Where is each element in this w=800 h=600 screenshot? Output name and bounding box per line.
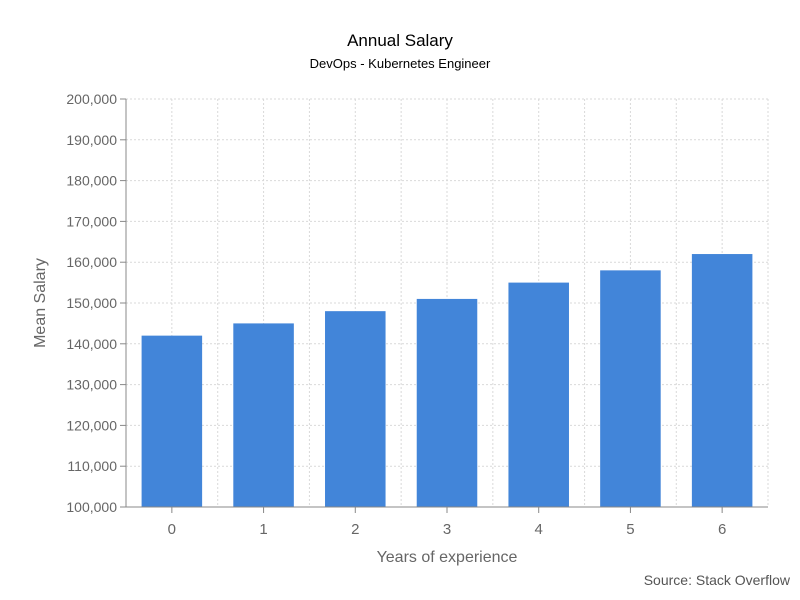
- y-tick-label: 200,000: [66, 91, 117, 107]
- y-tick-label: 130,000: [66, 377, 117, 393]
- bar-5: [600, 270, 661, 507]
- bars: [141, 254, 753, 507]
- bar-6: [691, 254, 753, 507]
- y-tick-label: 150,000: [66, 295, 117, 311]
- y-tick-label: 160,000: [66, 254, 117, 270]
- bar-0: [141, 335, 203, 507]
- source-note: Source: Stack Overflow: [644, 572, 791, 588]
- x-axis-ticks: 0 1 2 3 4 5 6: [168, 507, 726, 538]
- y-tick-label: 140,000: [66, 336, 117, 352]
- x-tick-label: 1: [259, 521, 267, 538]
- x-tick-label: 2: [351, 521, 359, 538]
- chart-subtitle: DevOps - Kubernetes Engineer: [310, 56, 491, 71]
- x-tick-label: 3: [443, 521, 451, 538]
- x-axis-label: Years of experience: [377, 549, 518, 566]
- x-tick-label: 4: [535, 521, 543, 538]
- y-tick-label: 190,000: [66, 132, 117, 148]
- y-tick-label: 110,000: [67, 458, 117, 474]
- chart-title: Annual Salary: [347, 31, 453, 50]
- x-tick-label: 0: [168, 521, 176, 538]
- y-tick-label: 170,000: [66, 213, 117, 229]
- bar-2: [325, 311, 386, 507]
- y-tick-label: 120,000: [66, 417, 117, 433]
- x-tick-label: 5: [626, 521, 634, 538]
- y-tick-label: 180,000: [66, 173, 117, 189]
- x-tick-label: 6: [718, 521, 726, 538]
- y-axis-ticks: 100,000 110,000 120,000 130,000 140,000 150,0…: [66, 91, 126, 515]
- bar-1: [233, 323, 294, 507]
- bar-3: [416, 298, 478, 507]
- y-tick-label: 100,000: [66, 499, 117, 515]
- bar-4: [508, 282, 569, 507]
- y-axis-label: Mean Salary: [32, 258, 49, 348]
